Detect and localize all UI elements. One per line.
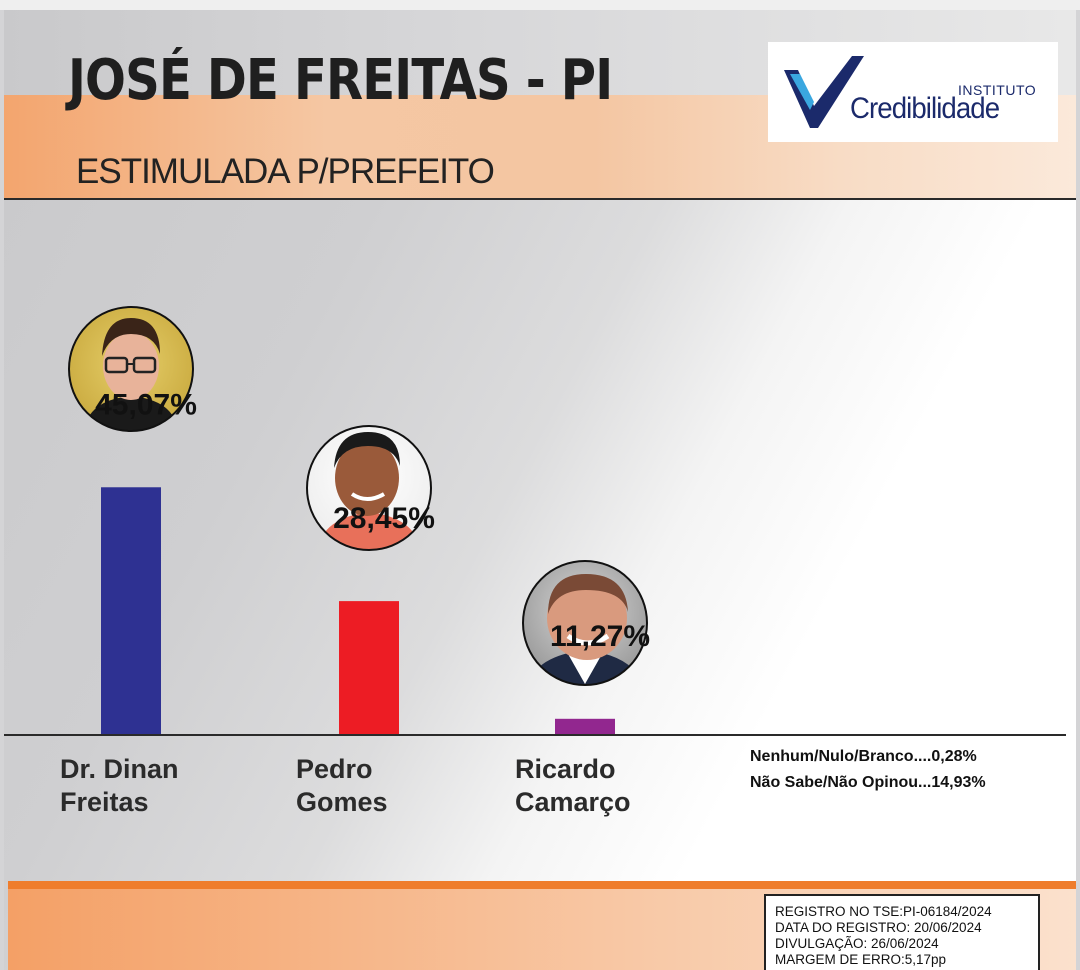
top-strip [0, 0, 1080, 10]
bar-ricardo-camarco [555, 718, 615, 734]
other-response-nao-sabe: Não Sabe/Não Opinou...14,93% [750, 774, 986, 791]
value-label-pedro-gomes: 28,45% [333, 502, 435, 535]
logo-instituto-text: INSTITUTO [958, 82, 1037, 98]
logo-name-text: Credibilidade [850, 92, 1000, 125]
candidate-photo-ricardo-camarco [522, 560, 648, 686]
candidate-photo-pedro-gomes [306, 425, 432, 551]
registration-release: DIVULGAÇÃO: 26/06/2024 [775, 936, 939, 951]
registration-box: REGISTRO NO TSE:PI-06184/2024 DATA DO RE… [764, 894, 1040, 970]
bottom-orange-line [8, 881, 1076, 889]
registration-tse: REGISTRO NO TSE:PI-06184/2024 [775, 904, 992, 919]
registration-date: DATA DO REGISTRO: 20/06/2024 [775, 920, 982, 935]
category-label-pedro-gomes: Pedro Gomes [296, 754, 388, 817]
header-divider [4, 198, 1076, 200]
category-label-ricardo-camarco: Ricardo Camarço [515, 754, 631, 817]
other-responses: Nenhum/Nulo/Branco....0,28% Não Sabe/Não… [750, 744, 986, 796]
checkmark-logo-icon [784, 56, 864, 128]
institute-logo: INSTITUTO Credibilidade [768, 42, 1058, 142]
value-label-ricardo-camarco: 11,27% [550, 620, 650, 653]
value-label-dr-dinan-freitas: 45,07% [95, 388, 197, 421]
bar-pedro-gomes [339, 601, 399, 734]
candidate-photo-dinan-freitas [68, 306, 194, 432]
other-response-nenhum: Nenhum/Nulo/Branco....0,28% [750, 748, 977, 765]
page-title: JOSÉ DE FREITAS - PI [68, 48, 613, 113]
page-subtitle: ESTIMULADA P/PREFEITO [76, 152, 495, 191]
bar-dr-dinan-freitas [101, 487, 161, 734]
category-label-dr-dinan-freitas: Dr. Dinan Freitas [60, 754, 179, 817]
registration-margin: MARGEM DE ERRO:5,17pp [775, 952, 947, 967]
